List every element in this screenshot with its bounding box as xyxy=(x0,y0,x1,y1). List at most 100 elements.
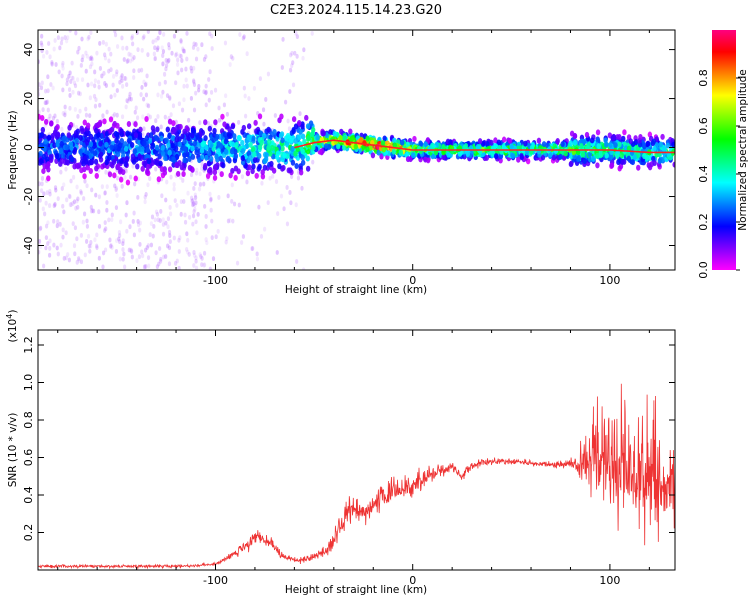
spectrogram-cell xyxy=(192,79,196,85)
snr-series-line xyxy=(38,383,675,570)
spectrogram-cell xyxy=(38,113,41,120)
spectrogram-cell xyxy=(123,145,129,152)
spectrogram-cell xyxy=(159,124,163,130)
spectrogram-cell xyxy=(263,226,267,232)
spectrogram-cell xyxy=(133,109,137,115)
spectrogram-cell xyxy=(139,92,143,97)
spectrogram-cell xyxy=(616,159,621,166)
spectrogram-cell xyxy=(83,178,87,184)
spectrogram-cell xyxy=(423,156,428,163)
spectrogram-cell xyxy=(44,88,48,94)
spectrogram-cell xyxy=(672,161,675,168)
spectrogram-cell xyxy=(41,107,45,113)
spectrogram-cell xyxy=(192,209,196,214)
spectrogram-cell xyxy=(126,137,132,144)
spectrogram-cell xyxy=(209,207,213,213)
spectrogram-cell xyxy=(465,150,471,157)
spectrogram-cell xyxy=(65,38,69,44)
spectrogram-cell xyxy=(74,205,78,211)
spectrogram-cell xyxy=(110,217,114,223)
spectrogram-cell xyxy=(298,169,304,176)
spectrogram-cell xyxy=(192,65,196,71)
spectrogram-cell xyxy=(150,125,156,132)
spectrogram-cell xyxy=(102,70,106,76)
spectrogram-cell xyxy=(179,199,183,205)
spectrogram-cell xyxy=(68,93,72,98)
spectrogram-cell xyxy=(203,203,207,209)
spectrogram-cell xyxy=(38,109,41,115)
spectrogram-cell xyxy=(70,60,74,66)
spectrogram-cell xyxy=(294,163,299,170)
spectrogram-cell xyxy=(156,92,160,98)
spectrogram-cell xyxy=(300,148,305,155)
spectrogram-cell xyxy=(38,132,42,139)
spectrogram-cell xyxy=(133,121,138,128)
spectrogram-cell xyxy=(245,170,251,177)
spectrogram-cell xyxy=(161,61,165,67)
spectrogram-cell xyxy=(261,107,266,113)
spectrogram-cell xyxy=(193,202,197,208)
spectrogram-cell xyxy=(136,218,140,224)
spectrogram-cell xyxy=(154,159,159,166)
spectrogram-cell xyxy=(182,152,187,159)
y-tick-label: 0.4 xyxy=(22,486,35,504)
spectrogram-cell xyxy=(626,155,631,162)
spectrogram-cell xyxy=(196,46,200,52)
spectrogram-cell xyxy=(498,153,504,160)
spectrogram-cell xyxy=(576,154,581,161)
spectrogram-cell xyxy=(93,78,98,84)
spectrogram-cell xyxy=(555,138,560,145)
spectrogram-cell xyxy=(172,235,176,241)
spectrogram-cell xyxy=(152,51,156,57)
spectrogram-cell xyxy=(103,220,107,226)
spectrogram-cell xyxy=(391,148,397,155)
spectrogram-cell xyxy=(595,152,600,159)
spectrogram-cell xyxy=(61,87,65,93)
x-tick-label: -100 xyxy=(203,274,228,287)
spectrogram-cell xyxy=(144,92,149,98)
spectrogram-cell xyxy=(109,144,114,151)
spectrogram-cell xyxy=(207,77,211,82)
spectrogram-cell xyxy=(40,80,44,86)
spectrogram-cell xyxy=(144,81,148,87)
spectrogram-cell xyxy=(98,102,102,108)
spectrogram-cell xyxy=(74,137,80,144)
spectrogram-cell xyxy=(116,139,121,146)
spectrogram-cell xyxy=(189,96,194,101)
spectrogram-cell xyxy=(169,112,173,118)
spectrogram-cell xyxy=(194,56,199,62)
spectrogram-cell xyxy=(71,174,76,180)
spectrogram-cell xyxy=(448,139,453,146)
colorbar-tick-label: 0.6 xyxy=(697,117,710,135)
spectrogram-cell xyxy=(617,134,622,141)
spectrogram-cell xyxy=(182,83,186,89)
spectrogram-cell xyxy=(48,120,54,127)
spectrogram-cell xyxy=(315,134,320,141)
spectrogram-cell xyxy=(90,208,94,214)
spectrogram-cell xyxy=(155,264,159,270)
spectrogram-cell xyxy=(652,159,657,166)
spectrogram-cell xyxy=(200,165,204,171)
spectrogram-cell xyxy=(392,142,397,149)
spectrogram-cell xyxy=(158,30,162,35)
spectrogram-cell xyxy=(300,154,305,161)
spectrogram-cell xyxy=(288,89,292,94)
spectrogram-cell xyxy=(418,148,423,155)
spectrogram-cell xyxy=(217,117,221,123)
spectrogram-cell xyxy=(128,96,132,102)
spectrogram-cell xyxy=(52,203,56,209)
spectrogram-cell xyxy=(285,132,291,139)
spectrogram-cell xyxy=(507,137,513,144)
spectrogram-cell xyxy=(338,135,343,142)
spectrogram-cell xyxy=(651,138,656,145)
spectrogram-cell xyxy=(75,184,79,190)
snr-y-ticks: 0.2 0.4 0.6 0.8 1.0 1.2 xyxy=(22,336,675,541)
spectrogram-cell xyxy=(209,197,213,203)
spectrogram-cell xyxy=(111,159,117,166)
spectrogram-cell xyxy=(57,69,61,75)
spectrogram-cell xyxy=(80,36,84,42)
spectrogram-cell xyxy=(74,30,78,36)
spectrogram-cell xyxy=(457,150,463,157)
spectrogram-cell xyxy=(60,73,64,79)
spectrogram-cell xyxy=(97,209,101,215)
